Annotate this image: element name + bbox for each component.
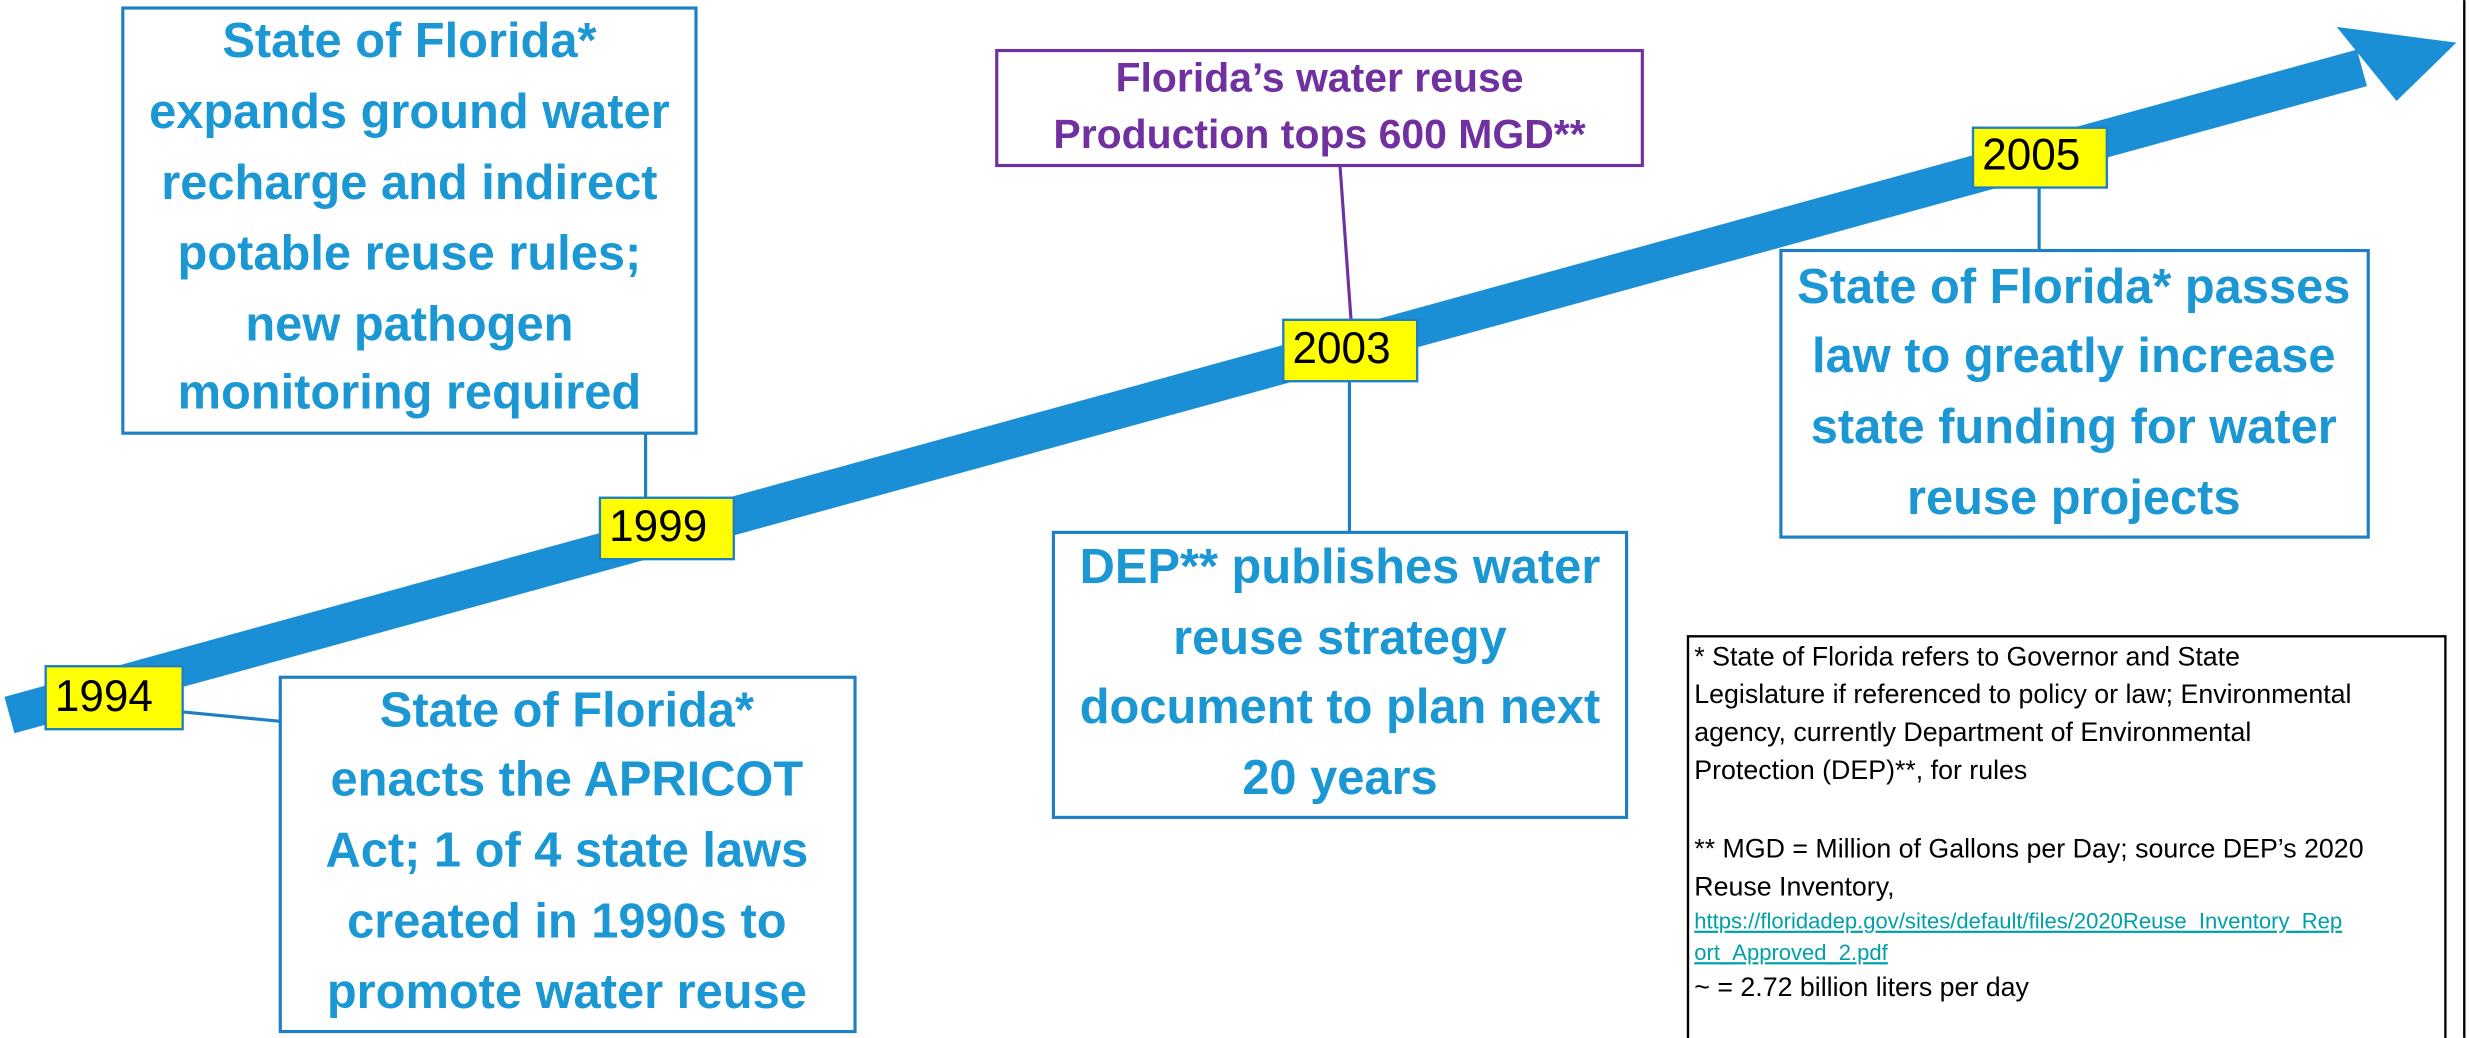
event-text: reuse projects — [1907, 471, 2241, 525]
event-text: law to greatly increase — [1812, 329, 2335, 383]
event-text: enacts the APRICOT — [331, 753, 804, 807]
footnote: Legislature if referenced to policy or l… — [1694, 679, 2351, 709]
event-text: promote water reuse — [327, 965, 807, 1019]
event-text: recharge and indirect — [161, 156, 657, 210]
event-text: Florida’s water reuse — [1116, 54, 1524, 100]
event-text: DEP** publishes water — [1080, 540, 1601, 594]
event-box — [995, 48, 1644, 168]
footnote: ~ = 2.72 billion liters per day — [1694, 972, 2029, 1002]
event-text: document to plan next — [1080, 680, 1601, 734]
year: 1999 — [609, 502, 707, 551]
footnote-box — [1686, 635, 2447, 1038]
event-text: State of Florida* passes — [1797, 260, 2350, 314]
event-text: monitoring required — [178, 365, 642, 419]
event-text: new pathogen — [245, 298, 573, 352]
event-text: state funding for water — [1811, 400, 2337, 454]
connector — [1338, 165, 1353, 320]
footnote-link[interactable]: https://floridadep.gov/sites/default/fil… — [1694, 909, 2342, 934]
event-text: created in 1990s to — [347, 894, 786, 948]
connector — [182, 710, 281, 723]
event-box — [121, 6, 698, 435]
event-text: Act; 1 of 4 state laws — [326, 823, 809, 877]
year: 2003 — [1293, 324, 1391, 373]
year-box — [1282, 318, 1419, 383]
footnote: Protection (DEP)**, for rules — [1694, 755, 2027, 785]
event-box — [1779, 248, 2370, 539]
footnote: agency, currently Department of Environm… — [1694, 717, 2251, 747]
arrow-shaft — [4, 49, 2367, 734]
arrow-head — [2336, 26, 2457, 101]
year: 2005 — [1982, 130, 2080, 179]
footnote: * State of Florida refers to Governor an… — [1694, 641, 2240, 671]
footnote-link[interactable]: ort_Approved_2.pdf — [1694, 940, 1888, 965]
event-text: 20 years — [1242, 751, 1437, 805]
year-box — [44, 665, 184, 731]
event-box — [1051, 530, 1629, 819]
year-box — [1971, 126, 2109, 189]
event-text: expands ground water — [149, 85, 670, 139]
event-text: Production tops 600 MGD** — [1053, 111, 1585, 157]
event-text: State of Florida* — [222, 14, 596, 68]
event-text: potable reuse rules; — [178, 227, 642, 281]
event-text: reuse strategy — [1173, 611, 1507, 665]
footnote: ** MGD = Million of Gallons per Day; sou… — [1694, 834, 2363, 864]
year-box — [598, 496, 735, 561]
event-text: State of Florida* — [380, 683, 754, 737]
event-box — [278, 675, 857, 1034]
year: 1994 — [55, 672, 153, 721]
footnote: Reuse Inventory, — [1694, 871, 1894, 901]
